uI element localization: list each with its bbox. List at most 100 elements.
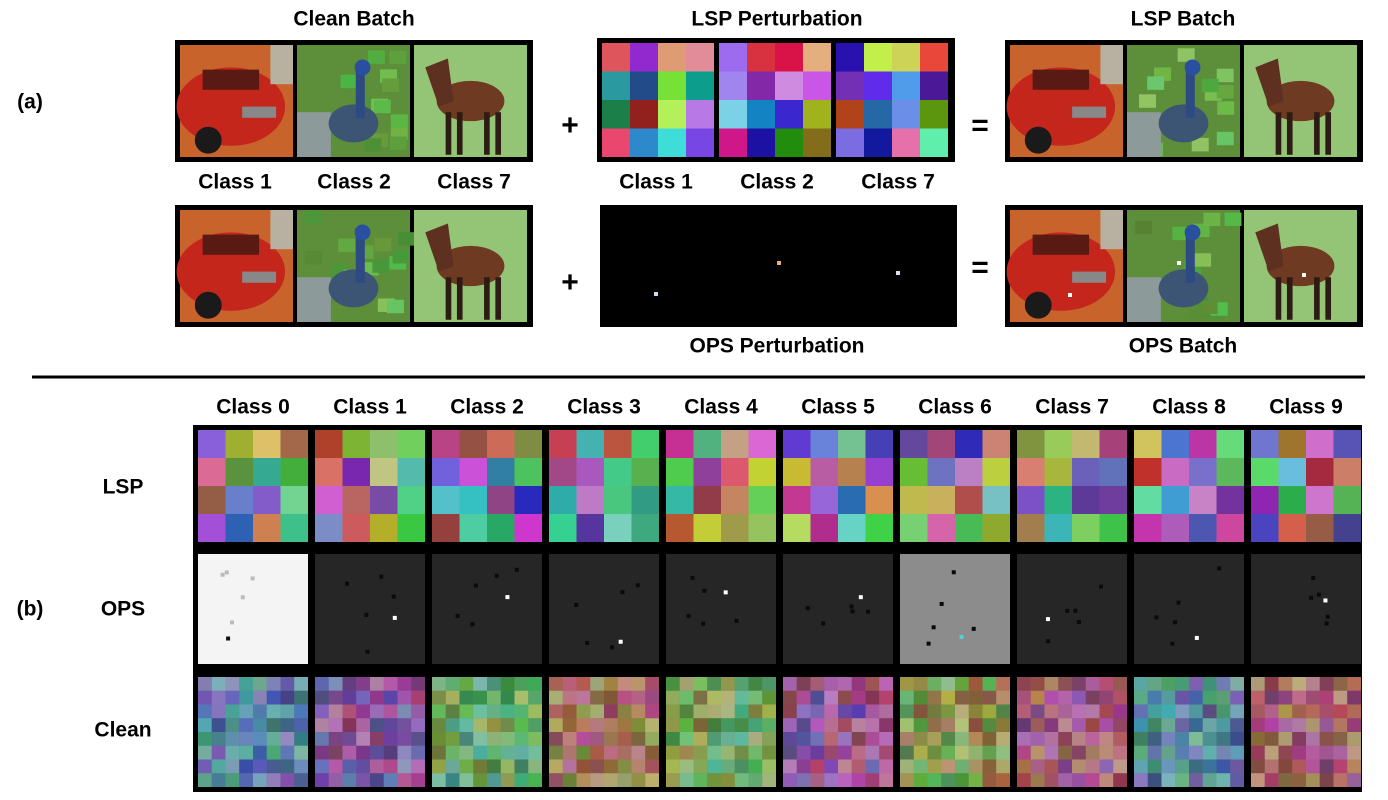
noise — [982, 704, 997, 719]
pixel — [690, 575, 695, 580]
noise — [1333, 745, 1348, 760]
pixel — [1309, 595, 1314, 600]
noise — [1147, 732, 1162, 746]
noise — [865, 759, 880, 774]
image — [372, 259, 390, 273]
noise — [528, 732, 542, 746]
noise — [617, 718, 632, 732]
noise — [968, 773, 983, 787]
pixel — [344, 581, 349, 586]
noise — [198, 745, 212, 760]
pixel — [939, 601, 944, 606]
noise — [1251, 732, 1265, 746]
noise — [590, 773, 604, 787]
noise — [1216, 773, 1231, 787]
noise — [1058, 745, 1072, 760]
noise — [514, 718, 529, 732]
patch — [631, 430, 659, 458]
patch — [342, 458, 370, 486]
noise — [1030, 773, 1045, 787]
pixel — [1173, 620, 1178, 625]
noise — [1347, 732, 1361, 746]
noise — [590, 732, 604, 746]
noise — [796, 677, 811, 691]
noise — [796, 732, 811, 746]
patch — [955, 486, 983, 514]
image — [1325, 112, 1332, 155]
noise — [473, 732, 487, 746]
noise — [851, 690, 866, 705]
noise — [356, 690, 370, 705]
frame — [600, 205, 957, 327]
patch — [198, 486, 226, 514]
noise — [1085, 773, 1100, 787]
noise — [604, 677, 618, 691]
noise — [645, 690, 659, 705]
noise — [528, 677, 542, 691]
pixel — [379, 574, 384, 579]
patch — [631, 458, 659, 486]
patch — [1044, 430, 1072, 458]
image — [484, 277, 490, 320]
patch — [900, 430, 928, 458]
noise — [473, 690, 487, 705]
patch — [602, 128, 630, 157]
patch — [865, 458, 893, 486]
patch — [1161, 430, 1189, 458]
patch — [658, 128, 686, 157]
noise — [1306, 759, 1320, 774]
noise — [225, 773, 240, 787]
noise — [445, 759, 460, 774]
image — [1217, 101, 1235, 115]
patch — [630, 71, 658, 100]
noise — [1044, 745, 1059, 760]
patch — [342, 430, 370, 458]
noise — [1347, 773, 1361, 787]
pixel — [585, 640, 590, 645]
image — [1072, 271, 1107, 283]
noise — [225, 704, 240, 719]
noise — [1306, 677, 1320, 691]
noise — [445, 732, 460, 746]
class-label: Class 7 — [861, 171, 935, 194]
patch — [666, 486, 694, 514]
noise — [225, 677, 240, 691]
image — [1275, 277, 1282, 320]
noise — [576, 704, 591, 719]
noise — [679, 732, 694, 746]
patch — [900, 486, 928, 514]
noise — [1230, 745, 1244, 760]
noise — [851, 718, 866, 732]
patch — [602, 71, 630, 100]
noise — [459, 732, 474, 746]
noise — [968, 759, 983, 774]
image — [495, 277, 502, 320]
noise — [411, 677, 425, 691]
noise — [1147, 718, 1162, 732]
noise — [1230, 704, 1244, 719]
noise — [239, 732, 253, 746]
noise — [294, 732, 308, 746]
noise — [996, 704, 1010, 719]
patch — [686, 43, 714, 72]
pixel — [723, 590, 728, 595]
patch — [747, 43, 775, 72]
pixel — [686, 613, 691, 618]
noise — [796, 773, 811, 787]
noise — [900, 718, 914, 732]
noise — [941, 690, 955, 705]
noise — [342, 759, 357, 774]
noise — [1099, 690, 1114, 705]
noise — [734, 732, 749, 746]
noise — [783, 759, 797, 774]
noise — [253, 677, 267, 691]
noise — [432, 759, 446, 774]
patch — [315, 458, 343, 486]
patch — [719, 100, 747, 129]
noise — [1216, 759, 1231, 774]
patch — [810, 430, 838, 458]
cell — [783, 554, 893, 664]
patch — [459, 514, 487, 542]
noise — [1175, 718, 1189, 732]
noise — [590, 704, 604, 719]
